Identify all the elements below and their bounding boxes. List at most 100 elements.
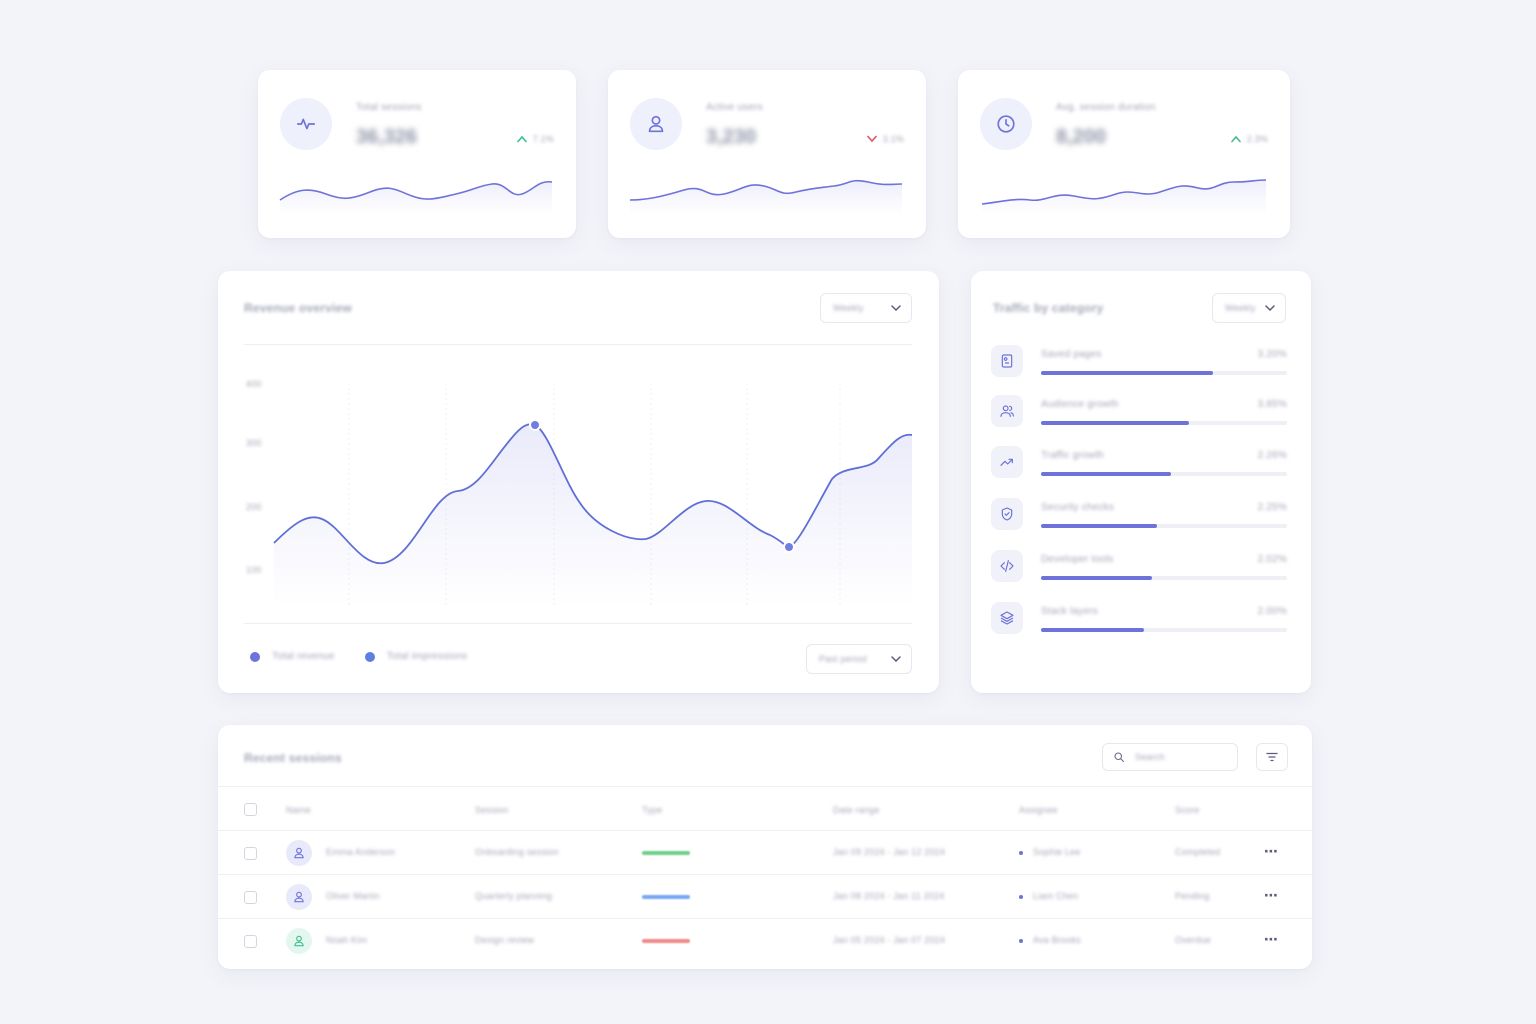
search-input[interactable]: Search	[1102, 743, 1238, 771]
table-row[interactable]: Oliver Martin Quarterly planning Jan 08 …	[218, 874, 1312, 918]
period-dropdown[interactable]: Weekly	[1212, 293, 1286, 323]
arrow-up-icon	[516, 135, 527, 143]
y-tick: 400	[246, 379, 262, 389]
column-header[interactable]: Session	[475, 805, 509, 815]
chevron-down-icon	[891, 305, 901, 311]
column-header[interactable]: Assignee	[1019, 805, 1058, 815]
cell-score: Overdue	[1175, 935, 1211, 945]
traffic-category-card: Traffic by category Weekly Saved pages 3…	[971, 271, 1311, 693]
stat-card-users: Active users 3,230 3.1%	[608, 70, 926, 238]
legend-label: Total revenue	[272, 651, 335, 662]
more-options-icon[interactable]: ⋯	[1264, 887, 1278, 903]
cell-name: Noah Kim	[326, 935, 368, 945]
stat-card-sessions: Total sessions 36,326 7.1%	[258, 70, 576, 238]
trending-up-icon	[991, 446, 1023, 478]
status-badge	[642, 851, 690, 855]
stat-value: 8,200	[1056, 126, 1107, 148]
legend-item[interactable]: Total impressions	[364, 651, 468, 662]
cell-date: Jan 09 2024 - Jan 12 2024	[833, 847, 946, 857]
legend-item[interactable]: Total revenue	[250, 651, 335, 662]
category-row[interactable]: Developer tools 2.02%	[991, 550, 1287, 590]
trend-indicator: 3.1%	[866, 134, 904, 144]
category-row[interactable]: Stack layers 2.00%	[991, 602, 1287, 642]
cell-assignee: Sophie Lee	[1033, 847, 1081, 857]
period-dropdown[interactable]: Weekly	[820, 293, 912, 323]
column-header[interactable]: Score	[1175, 805, 1200, 815]
search-icon	[1114, 752, 1125, 763]
category-label: Developer tools	[1041, 554, 1114, 565]
sparkline	[279, 180, 553, 214]
category-percent: 2.25%	[1257, 502, 1287, 513]
category-label: Saved pages	[1041, 349, 1102, 360]
peak-marker	[529, 419, 541, 431]
trough-marker	[783, 541, 795, 553]
trend-indicator: 7.1%	[516, 134, 554, 144]
table-row[interactable]: Emma Anderson Onboarding session Jan 09 …	[218, 830, 1312, 874]
stat-label: Total sessions	[356, 102, 422, 113]
column-header[interactable]: Type	[642, 805, 663, 815]
dropdown-label: Weekly	[833, 303, 864, 313]
category-label: Audience growth	[1041, 399, 1119, 410]
table-row[interactable]: Noah Kim Design review Jan 05 2024 - Jan…	[218, 918, 1312, 962]
category-row[interactable]: Audience growth 3.85%	[991, 395, 1287, 435]
stat-value: 3,230	[706, 126, 757, 148]
trend-delta: 3.1%	[882, 134, 904, 144]
more-options-icon[interactable]: ⋯	[1264, 843, 1278, 859]
dropdown-label: Past period	[819, 654, 867, 664]
clock-icon	[980, 98, 1032, 150]
cell-date: Jan 05 2024 - Jan 07 2024	[833, 935, 946, 945]
table-title: Recent sessions	[244, 751, 342, 765]
cell-score: Completed	[1175, 847, 1221, 857]
sparkline	[981, 179, 1267, 214]
user-icon	[630, 98, 682, 150]
progress-fill	[1041, 371, 1214, 375]
code-icon	[991, 550, 1023, 582]
assignee-dot	[1019, 851, 1023, 855]
revenue-chart-card: Revenue overview Weekly 400 300 200 100	[218, 271, 939, 693]
chevron-down-icon	[1265, 305, 1275, 311]
user-icon	[294, 935, 304, 947]
row-checkbox[interactable]	[244, 891, 257, 904]
select-all-checkbox[interactable]	[244, 803, 257, 816]
trend-delta: 7.1%	[532, 134, 554, 144]
progress-track	[1041, 472, 1287, 476]
category-row[interactable]: Traffic growth 2.26%	[991, 446, 1287, 486]
cell-score: Pending	[1175, 891, 1210, 901]
cell-session: Quarterly planning	[475, 891, 553, 901]
cell-name: Oliver Martin	[326, 891, 380, 901]
compare-dropdown[interactable]: Past period	[806, 644, 912, 674]
category-row[interactable]: Security checks 2.25%	[991, 498, 1287, 538]
area-chart	[273, 383, 913, 607]
table-header-row: Name Session Type Date range Assignee Sc…	[218, 786, 1312, 830]
bookmark-icon	[991, 345, 1023, 377]
sessions-table-card: Recent sessions Search Name Session Type…	[218, 725, 1312, 969]
user-icon	[294, 891, 304, 903]
column-header[interactable]: Date range	[833, 805, 880, 815]
user-icon	[294, 847, 304, 859]
chart-legend: Total revenue Total impressions	[250, 651, 467, 662]
row-checkbox[interactable]	[244, 935, 257, 948]
cell-assignee: Ava Brooks	[1033, 935, 1081, 945]
footer-divider	[244, 623, 912, 624]
category-row[interactable]: Saved pages 3.20%	[991, 345, 1287, 385]
more-options-icon[interactable]: ⋯	[1264, 931, 1278, 947]
filter-button[interactable]	[1256, 743, 1288, 771]
activity-icon	[280, 98, 332, 150]
cell-session: Design review	[475, 935, 535, 945]
search-placeholder: Search	[1135, 752, 1165, 762]
cell-date: Jan 08 2024 - Jan 11 2024	[833, 891, 945, 901]
cell-session: Onboarding session	[475, 847, 559, 857]
chart-title: Revenue overview	[244, 301, 352, 315]
stat-label: Avg. session duration	[1056, 102, 1156, 113]
filter-icon	[1266, 752, 1278, 762]
category-label: Traffic growth	[1041, 450, 1104, 461]
panel-title: Traffic by category	[993, 301, 1104, 315]
progress-track	[1041, 371, 1287, 375]
assignee-dot	[1019, 939, 1023, 943]
column-header[interactable]: Name	[286, 805, 311, 815]
category-percent: 2.26%	[1257, 450, 1287, 461]
avatar	[286, 840, 312, 866]
category-percent: 2.02%	[1257, 554, 1287, 565]
row-checkbox[interactable]	[244, 847, 257, 860]
header-divider	[244, 344, 912, 345]
